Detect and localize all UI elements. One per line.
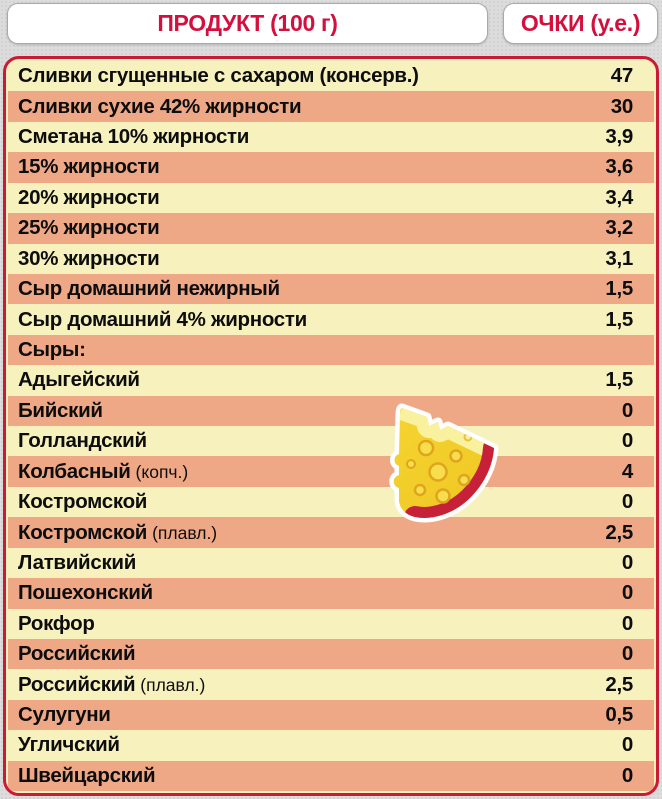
points-value: 1,5 [605, 277, 633, 301]
table-row: Адыгейский 1,5 [8, 365, 654, 395]
table-row: 20% жирности 3,4 [8, 183, 654, 213]
table-row: Костромской (плавл.) 2,5 [8, 517, 654, 548]
points-value: 0 [621, 550, 633, 574]
table-row: Сливки сгущенные с сахаром (консерв.) 47 [8, 61, 654, 91]
section-name: Сыры: [18, 338, 86, 361]
points-value: 3,6 [605, 155, 633, 179]
product-name: Угличский [18, 733, 120, 757]
points-value: 0 [621, 398, 633, 422]
points-value: 30 [610, 94, 634, 118]
product-column-header-label: ПРОДУКТ (100 г) [157, 10, 338, 36]
table-row: Голландский 0 [8, 426, 654, 456]
points-value: 0 [621, 581, 633, 605]
points-value: 0 [621, 429, 633, 453]
table-row: Сливки сухие 42% жирности 30 [8, 91, 654, 122]
table-row: Российский (плавл.) 2,5 [8, 669, 654, 699]
product-name: Костромской (плавл.) [18, 520, 218, 544]
points-value: 1,5 [605, 368, 633, 392]
points-column-header: ОЧКИ (у.е.) [503, 3, 658, 44]
table-row: Швейцарский 0 [8, 760, 654, 792]
product-name: Бийский [18, 398, 103, 422]
points-value: 0 [621, 733, 633, 757]
product-name: Адыгейский [18, 368, 140, 392]
points-value: 0 [621, 763, 633, 787]
product-name: Российский [18, 642, 136, 666]
table-row: 25% жирности 3,2 [8, 213, 654, 244]
product-name: Сулугуни [18, 703, 111, 727]
points-value: 3,1 [605, 246, 633, 270]
product-name: Рокфор [18, 611, 95, 635]
points-value: 3,4 [605, 185, 633, 209]
product-name: Костромской [18, 490, 148, 514]
product-name: Латвийский [18, 550, 137, 574]
table-row: Сыр домашний 4% жирности 1,5 [8, 304, 654, 334]
product-name: 25% жирности [18, 216, 160, 240]
points-value: 2,5 [605, 672, 633, 696]
points-value: 2,5 [605, 520, 633, 544]
product-name: Сливки сгущенные с сахаром (консерв.) [18, 64, 419, 88]
points-value: 0 [621, 490, 633, 514]
table-row: 15% жирности 3,6 [8, 152, 654, 183]
table-row: Пошехонский 0 [8, 578, 654, 609]
product-name: Сыр домашний 4% жирности [18, 307, 307, 331]
table-panel: Сливки сгущенные с сахаром (консерв.) 47 … [3, 56, 659, 796]
product-name: 30% жирности [18, 246, 160, 270]
points-value: 0,5 [605, 703, 633, 727]
points-value: 1,5 [605, 307, 633, 331]
product-name: Российский (плавл.) [18, 672, 206, 696]
points-value: 47 [610, 64, 634, 88]
product-name: Голландский [18, 429, 147, 453]
points-value: 0 [621, 642, 633, 666]
product-name: Сметана 10% жирности [18, 125, 250, 149]
table-row: Сметана 10% жирности 3,9 [8, 122, 654, 152]
table-row: Сыр домашний нежирный 1,5 [8, 273, 654, 305]
points-value: 3,9 [605, 125, 633, 149]
points-value: 4 [621, 459, 633, 483]
table-row: Угличский 0 [8, 730, 654, 760]
table-row: Рокфор 0 [8, 609, 654, 639]
points-column-header-label: ОЧКИ (у.е.) [520, 10, 641, 36]
table-row: Колбасный (копч.) 4 [8, 456, 654, 487]
product-name: Сыр домашний нежирный [18, 277, 280, 301]
product-name: 15% жирности [18, 155, 160, 179]
table-row: Костромской 0 [8, 487, 654, 517]
product-name: Швейцарский [18, 763, 156, 787]
table-row: 30% жирности 3,1 [8, 244, 654, 274]
table-row: Бийский 0 [8, 395, 654, 427]
table-row-section: Сыры: [8, 334, 654, 366]
product-name: 20% жирности [18, 185, 160, 209]
table-row: Сулугуни 0,5 [8, 699, 654, 731]
product-column-header: ПРОДУКТ (100 г) [7, 3, 488, 44]
product-name: Колбасный (копч.) [18, 459, 189, 483]
table-rows: Сливки сгущенные с сахаром (консерв.) 47 … [8, 61, 654, 792]
table-row: Российский 0 [8, 639, 654, 670]
table-row: Латвийский 0 [8, 548, 654, 578]
points-value: 3,2 [605, 216, 633, 240]
points-value: 0 [621, 611, 633, 635]
product-name: Сливки сухие 42% жирности [18, 94, 302, 118]
product-name: Пошехонский [18, 581, 153, 605]
